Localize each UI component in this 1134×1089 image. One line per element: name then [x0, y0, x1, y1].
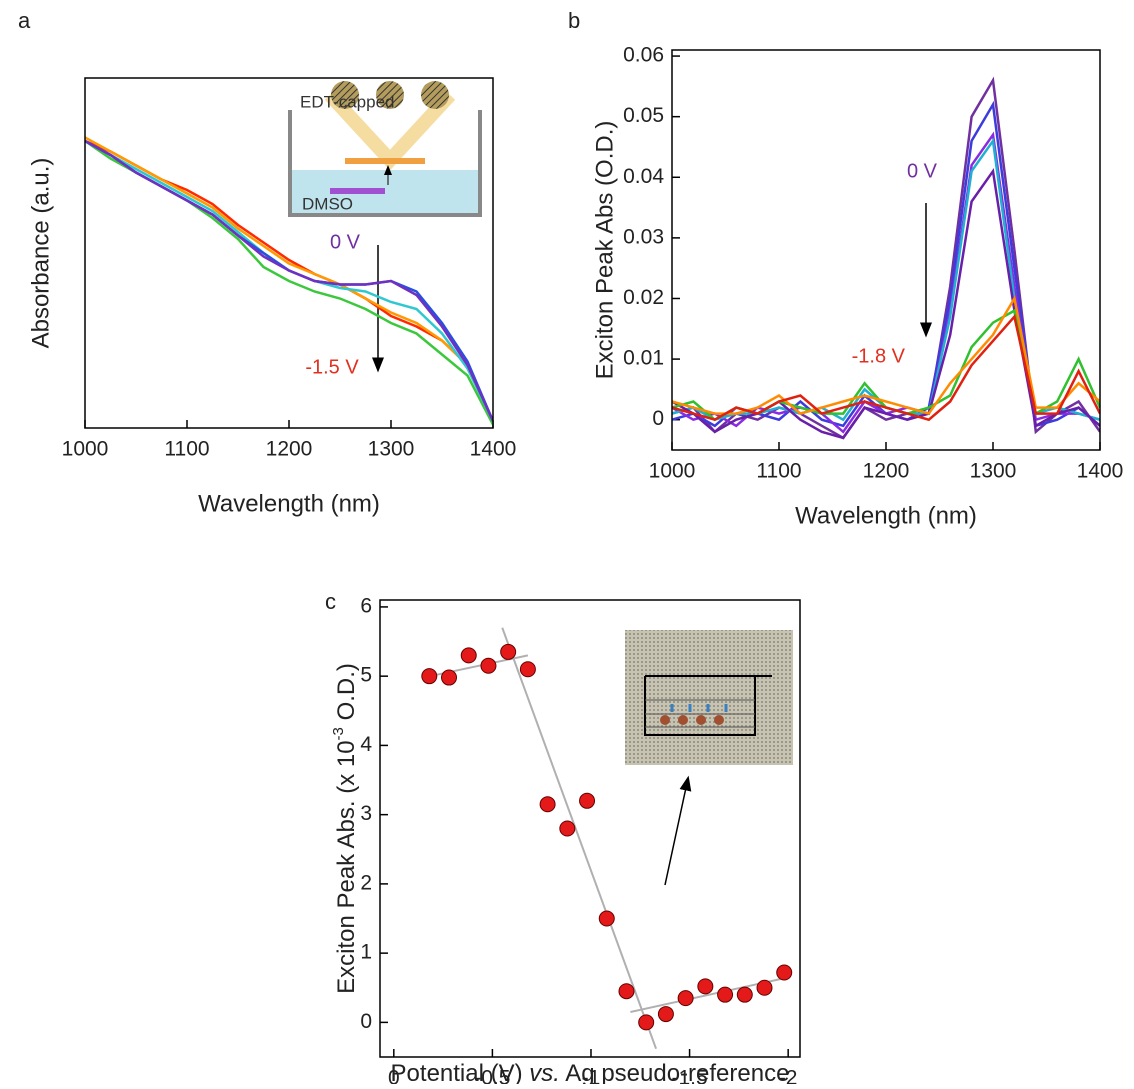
x-tick-label: -2 [779, 1067, 798, 1084]
x-axis-label: Potential (V) vs. Ag pseudo-reference [391, 1060, 790, 1084]
y-axis-label-part: O.D.) [333, 663, 360, 727]
y-axis-label: Absorbance (a.u.) [27, 158, 54, 349]
y-axis-label: Exciton Peak Abs (O.D.) [591, 121, 618, 380]
x-tick-label: 1100 [756, 460, 801, 483]
y-tick-label: 1 [360, 941, 372, 964]
data-point [657, 1006, 674, 1023]
axis-frame [671, 49, 1101, 451]
y-axis-label: Exciton Peak Abs. (x 10-3 O.D.) [330, 663, 360, 994]
spectrum-line [672, 137, 1100, 422]
annotation: 0 V [330, 231, 361, 253]
y-tick-label: 0.01 [623, 347, 664, 370]
y-tick-label: 0.06 [623, 44, 664, 67]
fit-line [501, 627, 657, 1050]
x-tick-label: 1300 [368, 438, 415, 461]
panel-letter: c [325, 589, 336, 614]
inset-a [288, 81, 482, 217]
data-point [736, 986, 753, 1003]
spectrum-line [85, 136, 493, 422]
y-tick-label: 5 [360, 664, 372, 687]
x-axis-label-part: Potential (V) [391, 1060, 530, 1084]
annotation: EDT-capped [300, 92, 395, 111]
axis-frame [84, 77, 494, 429]
x-tick-label: 1300 [970, 460, 1017, 483]
data-point [460, 647, 477, 664]
data-point [480, 657, 497, 674]
x-axis-label-part: vs. [529, 1060, 560, 1084]
y-tick-label: 4 [360, 733, 372, 756]
x-axis-label: Wavelength (nm) [198, 490, 380, 517]
data-point [559, 820, 576, 837]
data-point [519, 661, 536, 678]
y-tick-label: 0.03 [623, 225, 664, 248]
x-tick-label: -1.5 [671, 1067, 707, 1084]
panel-letter: a [18, 8, 31, 33]
data-point [441, 669, 458, 686]
data-point [598, 910, 615, 927]
y-axis-label-part: -3 [330, 727, 347, 740]
y-tick-label: 3 [360, 802, 372, 825]
x-tick-label: 1400 [470, 438, 517, 461]
data-point [618, 983, 635, 1000]
x-tick-label: 1000 [62, 438, 109, 461]
axis-frame [379, 599, 801, 1058]
annotation: DMSO [302, 194, 353, 213]
spectrum-line [672, 167, 1100, 440]
x-tick-label: 1200 [863, 460, 910, 483]
annotation: -1.5 V [305, 356, 359, 378]
y-axis-label-part: Exciton Peak Abs. (x 10 [333, 740, 360, 993]
spectrum-line [672, 100, 1100, 428]
y-tick-label: 0.02 [623, 286, 664, 309]
x-tick-label: 1200 [266, 438, 313, 461]
y-tick-label: 2 [360, 871, 372, 894]
inset-c [625, 630, 793, 765]
y-tick-label: 6 [360, 594, 372, 617]
x-tick-label: 1000 [649, 460, 696, 483]
data-point [717, 986, 734, 1003]
arrow [664, 775, 692, 886]
x-tick-label: 1400 [1077, 460, 1124, 483]
spectrum-line [672, 131, 1100, 434]
data-point [677, 990, 694, 1007]
y-tick-label: 0.05 [623, 104, 664, 127]
data-point [421, 668, 438, 685]
data-point [697, 978, 714, 995]
x-tick-label: -0.5 [474, 1067, 510, 1084]
panel-letter: b [568, 8, 580, 33]
data-point [500, 643, 517, 660]
data-point [539, 796, 556, 813]
x-axis-label-part: Ag pseudo-reference [560, 1060, 790, 1084]
spectrum-line [672, 295, 1100, 416]
annotation: 0 V [907, 160, 938, 182]
x-tick-label: 1100 [164, 438, 209, 461]
annotation: -1.8 V [852, 345, 906, 367]
x-tick-label: -1 [582, 1067, 601, 1084]
data-point [579, 792, 596, 809]
y-tick-label: 0 [360, 1010, 372, 1033]
spectrum-line [85, 139, 493, 422]
spectrum-line [672, 314, 1100, 422]
x-axis-label: Wavelength (nm) [795, 502, 977, 529]
data-point [776, 964, 793, 981]
data-point [756, 979, 773, 996]
spectrum-line [672, 76, 1100, 440]
data-point [638, 1014, 655, 1031]
y-tick-label: 0.04 [623, 165, 664, 188]
x-tick-label: 0 [388, 1067, 400, 1084]
y-tick-label: 0 [652, 407, 664, 430]
